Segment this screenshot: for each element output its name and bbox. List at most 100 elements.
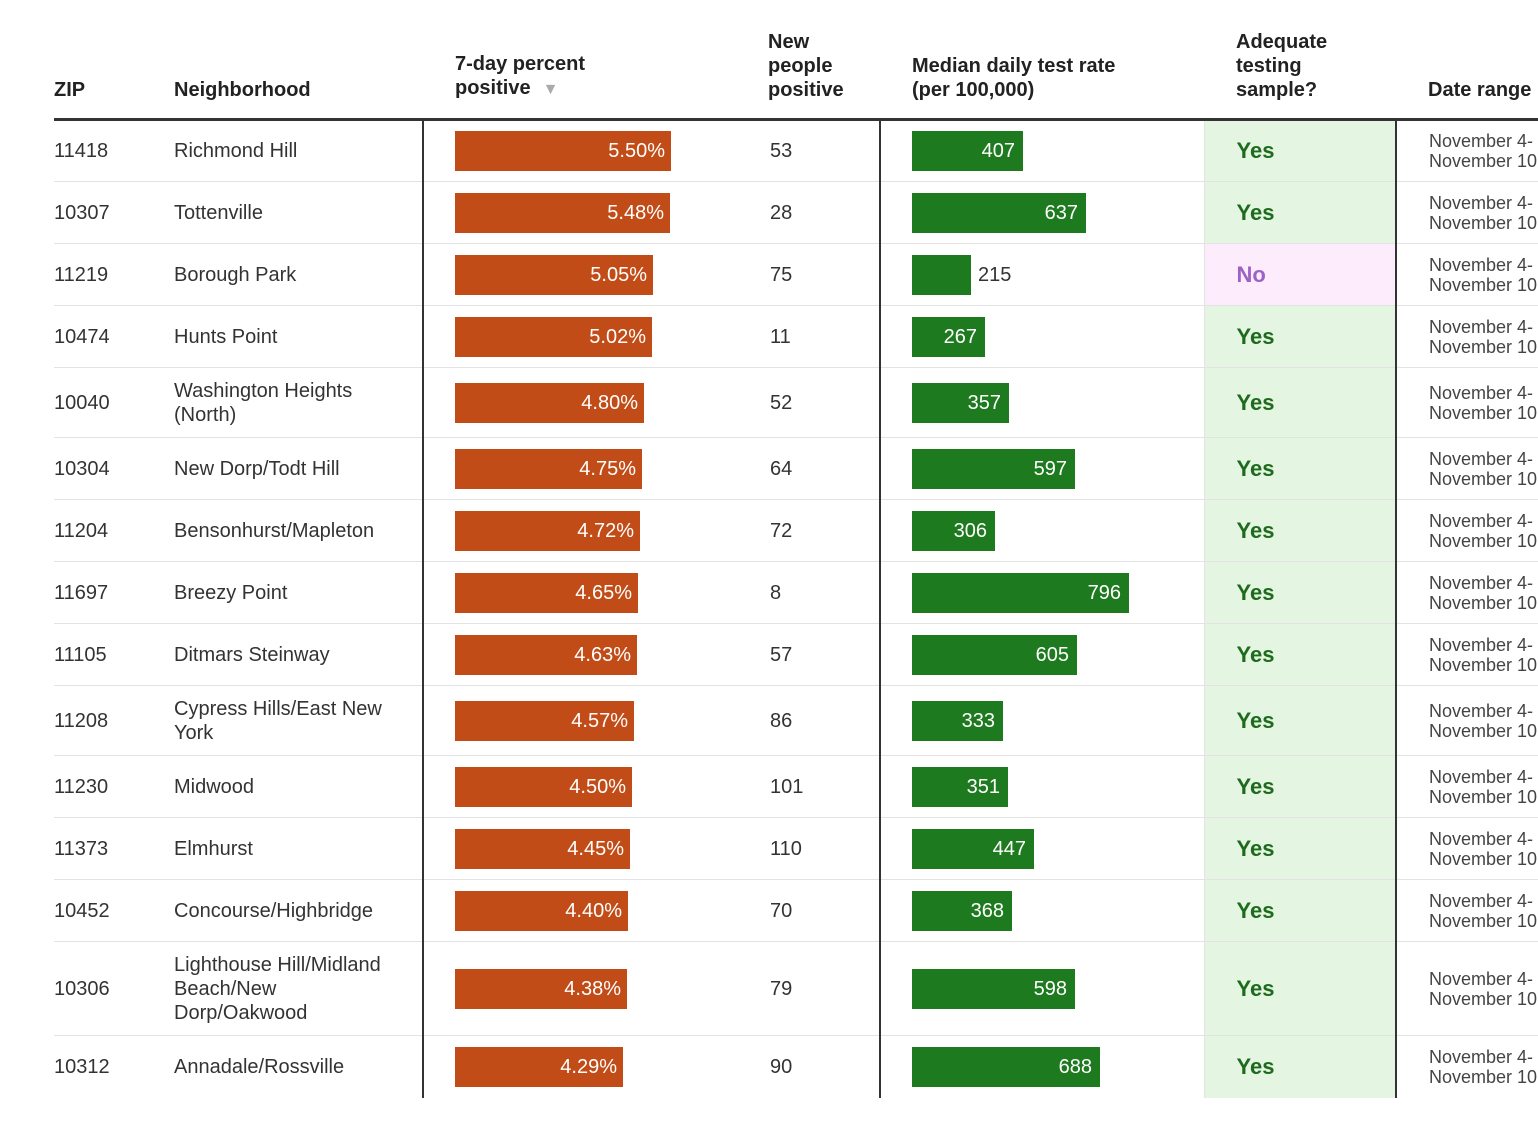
test-rate-bar: 351 bbox=[912, 766, 1008, 807]
test-rate-bar: 796 bbox=[912, 572, 1129, 613]
date-start: November 4- bbox=[1429, 131, 1534, 151]
pct-bar-wrap: 4.72% bbox=[455, 510, 768, 551]
test-rate-cell: 368 bbox=[879, 879, 1204, 942]
adequate-sample-cell: Yes bbox=[1203, 879, 1396, 942]
date-end: November 10 bbox=[1429, 910, 1538, 931]
new-positive-cell: 79 bbox=[768, 941, 880, 1036]
date-end: November 10 bbox=[1429, 654, 1538, 675]
new-positive-cell: 75 bbox=[768, 243, 880, 306]
table-row: 10452 Concourse/Highbridge 4.40% 70 368 Yes No… bbox=[54, 879, 1538, 942]
date-start: November 4- bbox=[1429, 510, 1534, 531]
new-positive-cell: 70 bbox=[768, 879, 880, 942]
table-row: 11105 Ditmars Steinway 4.63% 57 605 Yes Novemb… bbox=[54, 623, 1538, 686]
neighborhood-cell: Lighthouse Hill/Midland Beach/New Dorp/O… bbox=[174, 941, 423, 1036]
test-rate-cell: 637 bbox=[879, 181, 1204, 244]
rate-bar-wrap: 605 bbox=[912, 634, 1204, 675]
test-rate-label: 368 bbox=[970, 899, 1004, 922]
header-neighborhood[interactable]: Neighborhood bbox=[174, 30, 423, 121]
rate-bar-wrap: 688 bbox=[912, 1046, 1204, 1087]
new-positive-cell: 101 bbox=[768, 755, 880, 818]
test-rate-cell: 351 bbox=[879, 755, 1204, 818]
pct-bar-wrap: 4.75% bbox=[455, 448, 768, 489]
date-end: November 10 bbox=[1429, 336, 1538, 357]
test-rate-cell: 357 bbox=[879, 367, 1204, 438]
neighborhood-cell: Borough Park bbox=[174, 243, 423, 306]
pct-positive-cell: 5.48% bbox=[422, 181, 768, 244]
pct-positive-bar: 4.45% bbox=[455, 828, 630, 869]
pct-positive-cell: 5.50% bbox=[422, 119, 768, 182]
test-rate-label: 333 bbox=[961, 709, 995, 732]
test-rate-cell: 688 bbox=[879, 1035, 1204, 1098]
date-range-cell: November 4- November 10 bbox=[1395, 941, 1538, 1036]
adequate-sample-cell: Yes bbox=[1203, 367, 1396, 438]
pct-positive-bar: 4.72% bbox=[455, 510, 640, 551]
pct-bar-wrap: 4.29% bbox=[455, 1046, 768, 1087]
pct-positive-cell: 4.80% bbox=[422, 367, 768, 438]
date-range-cell: November 4- November 10 bbox=[1395, 561, 1538, 624]
date-end: November 10 bbox=[1429, 848, 1538, 869]
header-adequate-sample[interactable]: Adequate testing sample? bbox=[1204, 30, 1396, 121]
date-start: November 4- bbox=[1429, 634, 1534, 655]
new-positive-cell: 52 bbox=[768, 367, 880, 438]
test-rate-bar: 407 bbox=[912, 131, 1023, 171]
table-row: 11208 Cypress Hills/East New York 4.57% 86 3… bbox=[54, 685, 1538, 756]
header-zip[interactable]: ZIP bbox=[54, 30, 174, 121]
pct-positive-bar: 4.38% bbox=[455, 968, 627, 1009]
adequate-sample-cell: Yes bbox=[1203, 755, 1396, 818]
table-row: 11418 Richmond Hill 5.50% 53 407 Yes November … bbox=[54, 119, 1538, 182]
new-positive-cell: 86 bbox=[768, 685, 880, 756]
test-rate-label: 351 bbox=[966, 775, 1000, 798]
adequate-sample-cell: Yes bbox=[1203, 941, 1396, 1036]
table-row: 11219 Borough Park 5.05% 75 215 No November 4-… bbox=[54, 243, 1538, 306]
rate-bar-wrap: 306 bbox=[912, 510, 1204, 551]
pct-positive-cell: 4.29% bbox=[422, 1035, 768, 1098]
test-rate-bar: 688 bbox=[912, 1046, 1100, 1087]
date-range-cell: November 4- November 10 bbox=[1395, 623, 1538, 686]
adequate-sample-cell: Yes bbox=[1203, 623, 1396, 686]
header-date-range[interactable]: Date range bbox=[1396, 30, 1538, 121]
test-rate-label: 598 bbox=[1033, 977, 1067, 1000]
neighborhood-cell: Annadale/Rossville bbox=[174, 1055, 345, 1078]
table-body: 11418 Richmond Hill 5.50% 53 407 Yes November … bbox=[54, 119, 1538, 1098]
date-range-cell: November 4- November 10 bbox=[1395, 1035, 1538, 1098]
test-rate-label: 306 bbox=[953, 519, 987, 542]
pct-positive-cell: 5.05% bbox=[422, 243, 768, 306]
table-row: 10040 Washington Heights (North) 4.80% 52 35… bbox=[54, 367, 1538, 438]
neighborhood-cell: Cypress Hills/East New York bbox=[174, 685, 423, 756]
rate-bar-wrap: 407 bbox=[912, 131, 1204, 171]
header-pct-positive[interactable]: 7-day percent positive ▼ bbox=[423, 30, 768, 121]
rate-bar-wrap: 598 bbox=[912, 968, 1204, 1009]
test-rate-label: 688 bbox=[1058, 1055, 1092, 1078]
date-start: November 4- bbox=[1429, 572, 1534, 593]
date-range-cell: November 4- November 10 bbox=[1395, 119, 1538, 182]
pct-positive-cell: 5.02% bbox=[422, 305, 768, 368]
date-start: November 4- bbox=[1429, 1046, 1534, 1067]
test-rate-bar: 368 bbox=[912, 890, 1012, 931]
zip-cell: 10307 bbox=[54, 181, 174, 244]
test-rate-label: 215 bbox=[978, 263, 1012, 286]
neighborhood-cell: Tottenville bbox=[174, 181, 423, 244]
table-row: 10306 Lighthouse Hill/Midland Beach/New D… bbox=[54, 941, 1538, 1036]
test-rate-cell: 447 bbox=[879, 817, 1204, 880]
test-rate-bar: 267 bbox=[912, 316, 985, 357]
adequate-sample-cell: Yes bbox=[1203, 437, 1396, 500]
new-positive-cell: 28 bbox=[768, 181, 880, 244]
neighborhood-cell: Concourse/Highbridge bbox=[174, 879, 423, 942]
neighborhood-cell: Ditmars Steinway bbox=[174, 623, 423, 686]
date-range-cell: November 4- November 10 bbox=[1395, 367, 1538, 438]
table-row: 10307 Tottenville 5.48% 28 637 Yes November 4-… bbox=[54, 181, 1538, 244]
pct-bar-wrap: 4.65% bbox=[455, 572, 768, 613]
date-range-cell: November 4- November 10 bbox=[1395, 181, 1538, 244]
adequate-sample-cell: Yes bbox=[1203, 1035, 1396, 1098]
pct-positive-bar: 4.63% bbox=[455, 634, 637, 675]
test-rate-cell: 796 bbox=[879, 561, 1204, 624]
pct-bar-wrap: 4.40% bbox=[455, 890, 768, 931]
pct-positive-bar: 5.48% bbox=[455, 192, 670, 233]
date-start: November 4- bbox=[1429, 700, 1534, 721]
date-start: November 4- bbox=[1429, 890, 1534, 911]
test-rate-label: 447 bbox=[992, 837, 1026, 860]
header-test-rate[interactable]: Median daily test rate (per 100,000) bbox=[880, 30, 1204, 121]
header-new-positive[interactable]: New people positive bbox=[768, 30, 880, 121]
test-rate-bar: 306 bbox=[912, 510, 995, 551]
date-end: November 10 bbox=[1429, 1066, 1538, 1087]
